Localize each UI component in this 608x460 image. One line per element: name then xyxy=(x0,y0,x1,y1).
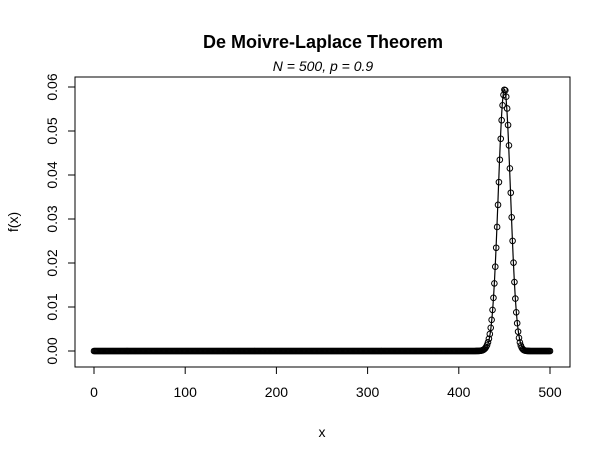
x-tick-label: 500 xyxy=(538,384,562,400)
x-axis: 0 100 200 300 400 500 xyxy=(90,366,562,400)
chart-subtitle: N = 500, p = 0.9 xyxy=(273,58,374,74)
x-axis-label: x xyxy=(319,424,326,440)
binomial-points xyxy=(90,86,554,355)
y-tick-label: 0.01 xyxy=(44,293,60,320)
x-tick-label: 400 xyxy=(447,384,471,400)
normal-curve xyxy=(458,88,550,352)
x-tick-label: 300 xyxy=(356,384,380,400)
plot-box xyxy=(74,76,571,368)
y-tick-label: 0.05 xyxy=(44,117,60,144)
chart-title: De Moivre-Laplace Theorem xyxy=(203,32,443,52)
y-tick-label: 0.06 xyxy=(44,73,60,100)
y-tick-label: 0.03 xyxy=(44,205,60,232)
y-tick-label: 0.04 xyxy=(44,161,60,188)
data-point xyxy=(481,344,489,352)
y-tick-label: 0.02 xyxy=(44,249,60,276)
y-axis: 0.00 0.01 0.02 0.03 0.04 0.05 0.06 xyxy=(44,73,76,365)
y-axis-label: f(x) xyxy=(5,212,21,232)
y-tick-label: 0.00 xyxy=(44,337,60,364)
x-tick-label: 0 xyxy=(90,384,98,400)
x-tick-label: 200 xyxy=(265,384,289,400)
x-tick-label: 100 xyxy=(174,384,198,400)
